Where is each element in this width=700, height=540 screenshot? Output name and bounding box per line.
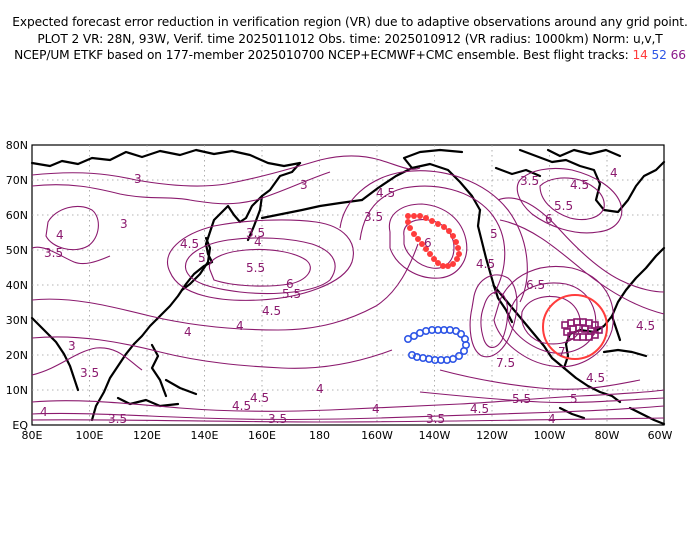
grid-lines [32, 145, 664, 425]
x-tick-label: 120W [476, 429, 508, 442]
contour-label: 4 [56, 228, 64, 242]
contour-label: 3.5 [364, 210, 383, 224]
flight-track-purple [561, 318, 603, 341]
contour-label: 3.5 [246, 226, 265, 240]
contour-label: 4.5 [262, 304, 281, 318]
contour-label: 4.5 [376, 186, 395, 200]
x-tick-label: 60W [648, 429, 673, 442]
title-line-3: NCEP/UM ETKF based on 177-member 2025010… [0, 47, 700, 64]
y-tick-label: 30N [6, 314, 28, 327]
contour-label: 3 [68, 339, 76, 353]
contour-label: 4 [236, 319, 244, 333]
contour-label: 4.5 [232, 399, 251, 413]
contour-label: 4.5 [570, 178, 589, 192]
y-tick-label: 20N [6, 349, 28, 362]
y-tick-label: 80N [6, 139, 28, 152]
y-tick-label: 50N [6, 244, 28, 257]
x-tick-label: 160E [248, 429, 276, 442]
track-label-blue: 52 [651, 48, 667, 62]
contour-label: 6 [424, 236, 432, 250]
contour-label: 4 [548, 412, 556, 426]
contour-label: 4 [610, 166, 618, 180]
x-tick-label: 140W [419, 429, 451, 442]
contour-label: 6 [545, 212, 553, 226]
x-tick-label: 80E [22, 429, 43, 442]
contour-label: 5.5 [554, 199, 573, 213]
contour-label: 4 [316, 382, 324, 396]
contour-labels: 3 3 3 3.5 4 3.5 4 4.5 5 5.5 6 5.5 4.5 4 … [40, 166, 655, 426]
contour-label: 3.5 [520, 174, 539, 188]
contour-label: 3 [300, 178, 308, 192]
track-label-purple: 66 [670, 48, 686, 62]
x-tick-label: 100W [534, 429, 566, 442]
contour-label: 4.5 [180, 237, 199, 251]
contour-label: 3.5 [426, 412, 445, 426]
x-tick-label: 120E [133, 429, 161, 442]
contour-label: 4.5 [470, 402, 489, 416]
verification-region-circle [542, 294, 608, 360]
y-tick-label: 10N [6, 384, 28, 397]
contour-label: 5 [198, 251, 206, 265]
x-tick-label: 140E [191, 429, 219, 442]
contour-label: 5.5 [246, 261, 265, 275]
contour-label: 6 [286, 277, 294, 291]
contour-label: 5 [490, 227, 498, 241]
error-contours [31, 155, 665, 423]
y-tick-label: 70N [6, 174, 28, 187]
contour-label: 4 [254, 235, 262, 249]
x-tick-label: 180 [309, 429, 330, 442]
contour-label: 7.5 [496, 356, 515, 370]
contour-label: 5.5 [282, 287, 301, 301]
x-tick-label: 160W [361, 429, 393, 442]
x-tick-label: 80W [595, 429, 620, 442]
contour-label: 7 [558, 345, 566, 359]
contour-label: 3.5 [268, 412, 287, 426]
track-label-red: 14 [632, 48, 648, 62]
flight-track-blue [403, 325, 470, 364]
title-line-2: PLOT 2 VR: 28N, 93W, Verif. time 2025011… [37, 31, 663, 46]
contour-label: 3.5 [108, 412, 127, 426]
contour-label: 4.5 [586, 371, 605, 385]
contour-label: 5.5 [512, 392, 531, 406]
y-tick-label: EQ [12, 419, 28, 432]
y-tick-label: 60N [6, 209, 28, 222]
contour-label: 6.5 [526, 278, 545, 292]
y-tick-label: 40N [6, 279, 28, 292]
contour-label: 4.5 [250, 391, 269, 405]
x-axis-labels: 80E 100E 120E 140E 160E 180 160W 140W 12… [22, 429, 673, 442]
title-line-3-text: NCEP/UM ETKF based on 177-member 2025010… [14, 48, 629, 62]
y-axis-labels: 80N 70N 60N 50N 40N 30N 20N 10N EQ [6, 139, 29, 432]
contour-label: 4 [184, 325, 192, 339]
flight-track-red [405, 213, 462, 269]
contour-label: 4 [40, 405, 48, 419]
x-tick-label: 100E [76, 429, 104, 442]
contour-label: 3.5 [80, 366, 99, 380]
contour-label: 4.5 [476, 257, 495, 271]
title-line-1: Expected forecast error reduction in ver… [12, 15, 688, 29]
contour-label: 3 [134, 172, 142, 186]
contour-label: 4.5 [636, 319, 655, 333]
contour-label: 3 [120, 217, 128, 231]
contour-label: 5 [570, 392, 578, 406]
contour-label: 3.5 [44, 246, 63, 260]
plot-header: Expected forecast error reduction in ver… [0, 14, 700, 64]
contour-label: 4 [372, 402, 380, 416]
